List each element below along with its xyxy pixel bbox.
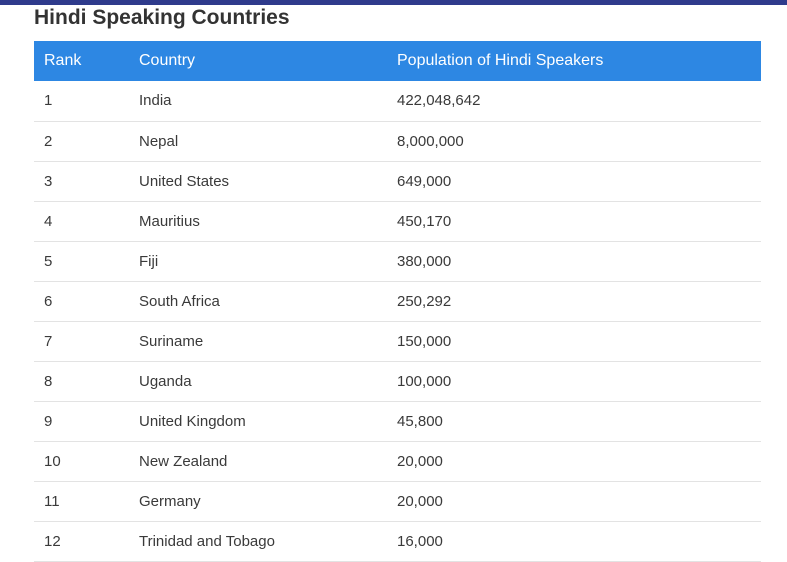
- column-header-population: Population of Hindi Speakers: [397, 52, 604, 69]
- table-row: 7 Suriname 150,000: [34, 321, 761, 362]
- rank-cell: 7: [34, 321, 129, 362]
- table-row: 3 United States 649,000: [34, 161, 761, 202]
- rank-cell: 4: [34, 201, 129, 242]
- rank-cell: 3: [34, 161, 129, 202]
- rank-cell: 5: [34, 241, 129, 282]
- country-cell: Nepal: [129, 121, 387, 162]
- population-cell: 16,000: [387, 521, 761, 562]
- rank-cell: 12: [34, 521, 129, 562]
- column-header-country: Country: [139, 52, 196, 69]
- population-cell: 250,292: [387, 281, 761, 322]
- table-header-row: Rank Country Population of Hindi Speaker…: [34, 41, 761, 81]
- rank-cell: 1: [34, 81, 129, 122]
- table-row: 8 Uganda 100,000: [34, 361, 761, 402]
- population-cell: 422,048,642: [387, 81, 761, 122]
- country-cell: Mauritius: [129, 201, 387, 242]
- table-row: 10 New Zealand 20,000: [34, 441, 761, 482]
- table-row: 9 United Kingdom 45,800: [34, 401, 761, 442]
- rank-cell: 2: [34, 121, 129, 162]
- population-cell: 20,000: [387, 481, 761, 522]
- country-cell: India: [129, 81, 387, 122]
- population-cell: 380,000: [387, 241, 761, 282]
- country-cell: Fiji: [129, 241, 387, 282]
- population-cell: 8,000,000: [387, 121, 761, 162]
- table-row: 11 Germany 20,000: [34, 481, 761, 522]
- table-row: 6 South Africa 250,292: [34, 281, 761, 322]
- hindi-speakers-table: Rank Country Population of Hindi Speaker…: [34, 41, 761, 562]
- population-cell: 20,000: [387, 441, 761, 482]
- country-cell: United States: [129, 161, 387, 202]
- table-row: 4 Mauritius 450,170: [34, 201, 761, 242]
- country-cell: Uganda: [129, 361, 387, 402]
- country-cell: Suriname: [129, 321, 387, 362]
- country-cell: New Zealand: [129, 441, 387, 482]
- country-cell: United Kingdom: [129, 401, 387, 442]
- table-body: 1 India 422,048,642 2 Nepal 8,000,000 3 Unite…: [34, 81, 761, 562]
- country-cell: Trinidad and Tobago: [129, 521, 387, 562]
- table-row: 12 Trinidad and Tobago 16,000: [34, 521, 761, 562]
- rank-cell: 6: [34, 281, 129, 322]
- population-cell: 649,000: [387, 161, 761, 202]
- population-cell: 45,800: [387, 401, 761, 442]
- rank-cell: 9: [34, 401, 129, 442]
- population-cell: 150,000: [387, 321, 761, 362]
- rank-cell: 11: [34, 481, 129, 522]
- country-cell: Germany: [129, 481, 387, 522]
- rank-cell: 8: [34, 361, 129, 402]
- population-cell: 100,000: [387, 361, 761, 402]
- column-header-rank: Rank: [44, 52, 82, 69]
- population-cell: 450,170: [387, 201, 761, 242]
- page-title: Hindi Speaking Countries: [34, 6, 290, 29]
- table-row: 1 India 422,048,642: [34, 81, 761, 122]
- rank-cell: 10: [34, 441, 129, 482]
- table-row: 5 Fiji 380,000: [34, 241, 761, 282]
- country-cell: South Africa: [129, 281, 387, 322]
- top-accent-bar: [0, 0, 787, 5]
- table-row: 2 Nepal 8,000,000: [34, 121, 761, 162]
